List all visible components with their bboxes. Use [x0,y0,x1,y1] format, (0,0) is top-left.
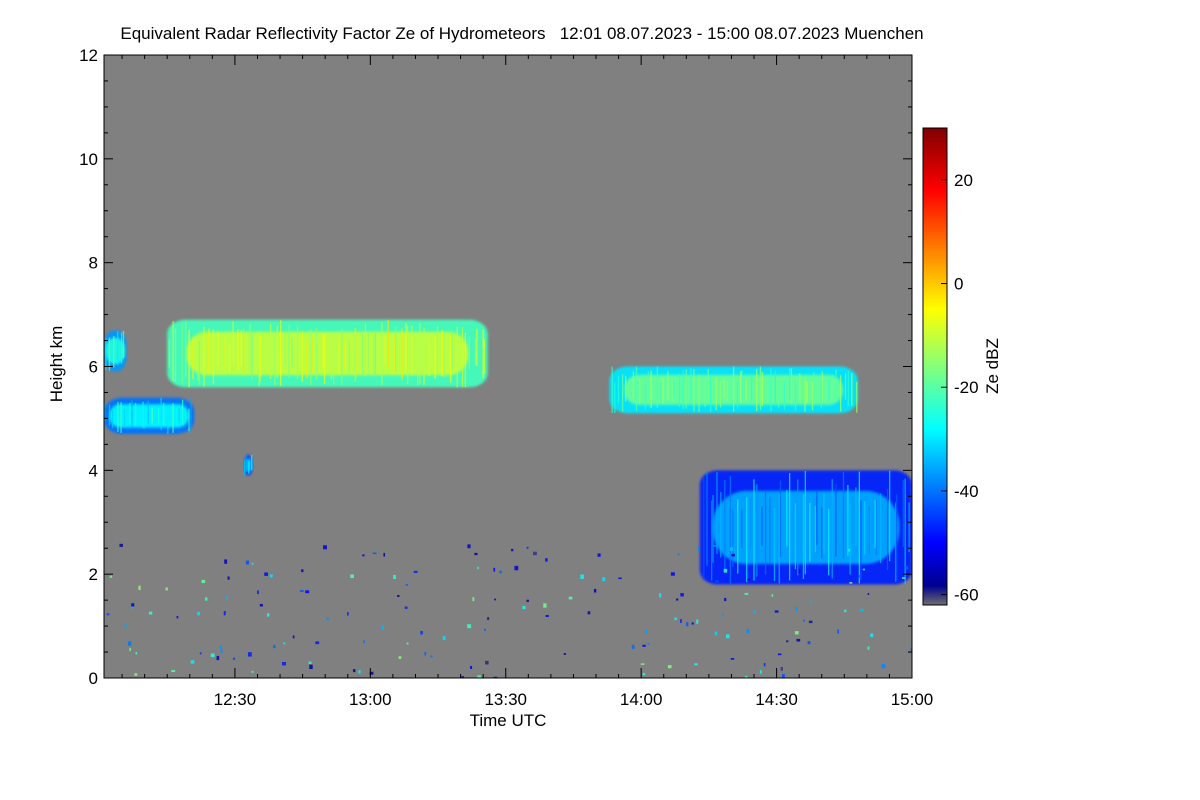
y-tick-label: 12 [79,46,98,65]
colorbar-label: Ze dBZ [983,338,1002,394]
colorbar-tick-label: -40 [954,482,979,501]
echo-feature-4 [609,366,858,414]
radar-echo-layer [104,319,912,585]
echo-feature-2 [167,319,488,388]
colorbar-tick-label: 0 [954,275,963,294]
x-tick-label: 12:30 [214,690,257,709]
y-tick-label: 4 [89,461,98,480]
x-tick-label: 14:00 [620,690,663,709]
y-tick-label: 8 [89,254,98,273]
x-tick-label: 13:30 [484,690,527,709]
y-axis-label: Height km [47,326,66,403]
colorbar [922,127,948,606]
chart-title: Equivalent Radar Reflectivity Factor Ze … [120,24,923,43]
y-tick-label: 10 [79,150,98,169]
echo-feature-3 [243,454,253,476]
echo-feature-0 [104,330,127,372]
y-tick-label: 2 [89,565,98,584]
y-tick-label: 0 [89,669,98,688]
x-tick-label: 14:30 [755,690,798,709]
colorbar-ticks: -60 -40 -20 0 20 [941,171,979,605]
y-tick-label: 6 [89,358,98,377]
echo-feature-5 [699,470,912,585]
y-axis-ticks: 0 2 4 6 8 10 12 [79,46,912,688]
colorbar-tick-label: 20 [954,171,973,190]
echo-feature-1 [104,397,195,434]
colorbar-tick-label: -60 [954,586,979,605]
x-axis-ticks: 12:30 13:00 13:30 14:00 14:30 15:00 [121,55,934,709]
x-axis-label: Time UTC [470,711,547,730]
colorbar-tick-label: -20 [954,378,979,397]
x-tick-label: 15:00 [891,690,934,709]
x-tick-label: 13:00 [349,690,392,709]
ground-clutter-speckle [106,543,912,678]
